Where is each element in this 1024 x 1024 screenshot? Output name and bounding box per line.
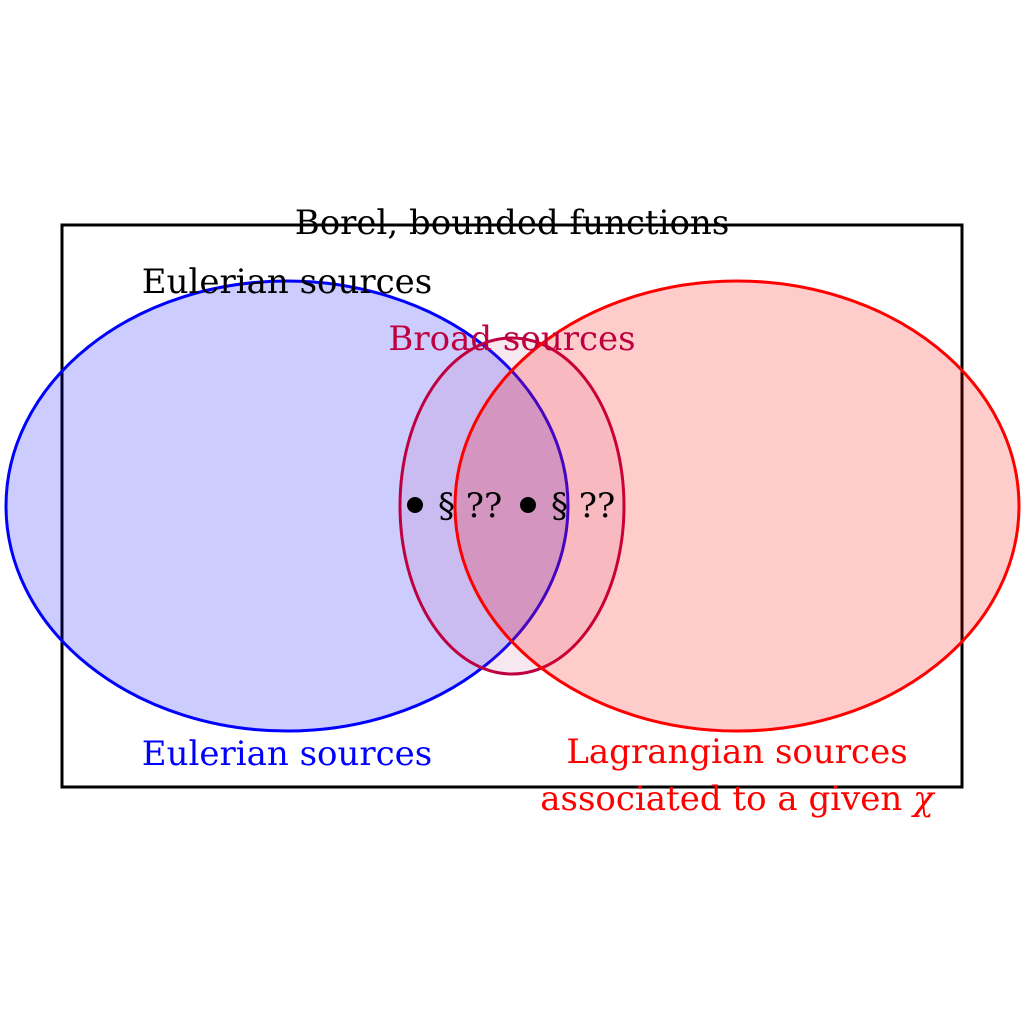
chi-symbol: χ — [911, 779, 936, 819]
borel-label: Borel, bounded functions — [295, 203, 730, 243]
ref-left-label: § ?? — [438, 486, 502, 526]
eulerian-top-label: Eulerian sources — [142, 262, 433, 302]
broad-ellipse — [398, 336, 626, 676]
ref-right-label: § ?? — [551, 486, 615, 526]
lagrangian-ellipse — [453, 279, 1021, 733]
ref-dot-right — [520, 497, 536, 513]
eulerian-bottom-label: Eulerian sources — [142, 734, 433, 774]
broad-label: Broad sources — [388, 319, 635, 359]
borel-bounded-box — [60, 223, 964, 789]
lagrangian-label-line2-text: associated to a given — [540, 779, 913, 819]
lagrangian-label-line2: associated to a given χ — [540, 779, 936, 819]
lagrangian-label-line1: Lagrangian sources — [566, 732, 907, 772]
ref-dot-left — [407, 497, 423, 513]
